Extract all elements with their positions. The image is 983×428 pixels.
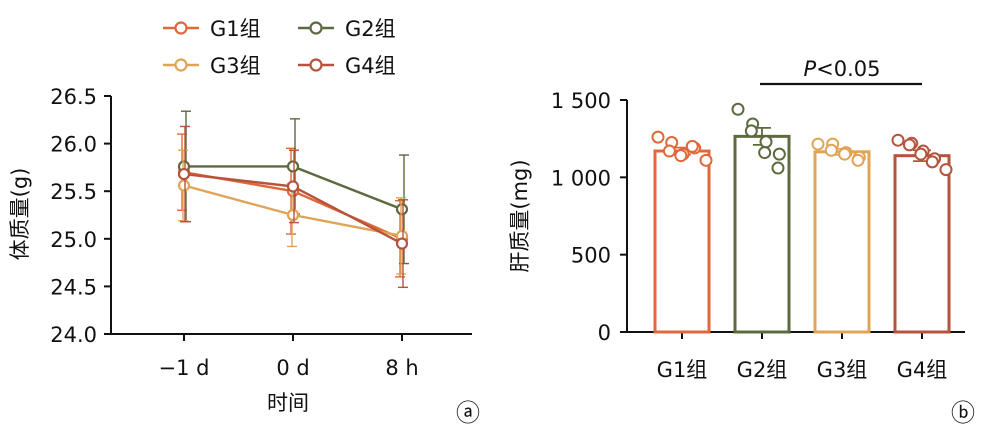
y-tick-label: 1 000: [551, 166, 611, 190]
data-point: [939, 163, 953, 177]
x-tick-label: −1 d: [159, 356, 210, 380]
x-tick-label: G3组: [817, 358, 868, 382]
y-tick-label: 1 500: [551, 89, 611, 113]
legend-swatch-marker: [174, 58, 188, 72]
data-point: [771, 161, 785, 175]
p-label: P: [803, 57, 816, 81]
x-axis-title: 时间: [267, 391, 309, 415]
bar-group-g2: [731, 102, 791, 334]
data-point: [925, 155, 939, 169]
significance-label: P<0.05: [803, 57, 880, 81]
y-tick-label: 25.5: [50, 180, 97, 204]
data-point: [685, 139, 699, 153]
data-point: [914, 147, 928, 161]
x-tick-label: G1组: [657, 358, 708, 382]
data-point: [824, 143, 838, 157]
body-weight-line-chart: G1组 G2组 G3组 G4组 24.0 24.5 25.0 25.5 26.0 26.5…: [8, 17, 480, 427]
data-point: [177, 179, 191, 192]
data-point: [651, 130, 665, 144]
legend-swatch-marker: [174, 21, 188, 35]
y-axis-ticks: 24.0 24.5 25.0 25.5 26.0 26.5: [50, 85, 111, 347]
panel-label-b: ⓑ: [951, 399, 975, 427]
x-tick-label: 0 d: [276, 356, 309, 380]
significance-annotation: P<0.05: [760, 57, 922, 86]
liver-weight-bar-chart: 0 500 1 000 1 500 G1组 G2组 G3组 G4组 P<0.05 肝质量(m…: [508, 57, 975, 427]
x-tick-label: 8 h: [385, 356, 418, 380]
legend: G1组 G2组 G3组 G4组: [163, 17, 396, 78]
legend-label-g1: G1组: [210, 17, 261, 41]
y-tick-label: 24.5: [50, 275, 97, 299]
y-tick-label: 26.5: [50, 85, 97, 109]
series-layer: [177, 110, 409, 289]
bar-group-g4: [891, 133, 953, 334]
data-point: [772, 147, 786, 161]
x-tick-label: G4组: [897, 358, 948, 382]
legend-label-g3: G3组: [210, 54, 261, 78]
data-point: [902, 138, 916, 152]
data-point: [731, 102, 745, 116]
data-point: [891, 133, 905, 147]
x-axis-ticks: −1 d 0 d 8 h: [159, 334, 419, 380]
data-point: [851, 153, 865, 167]
data-point: [395, 203, 409, 216]
bar: [813, 150, 871, 334]
legend-swatch-marker: [309, 58, 323, 72]
bar: [653, 149, 711, 334]
y-axis-title: 体质量(g): [8, 168, 32, 261]
legend-item-g3: G3组: [163, 54, 261, 78]
data-point: [286, 180, 300, 193]
bar-group-g3: [811, 137, 871, 334]
x-tick-label: G2组: [737, 358, 788, 382]
data-point: [286, 208, 300, 222]
y-tick-label: 500: [571, 244, 611, 268]
data-point: [395, 237, 409, 250]
legend-item-g4: G4组: [298, 54, 396, 78]
y-axis-title: 肝质量(mg): [508, 159, 532, 272]
legend-item-g1: G1组: [163, 17, 261, 41]
y-axis-ticks: 0 500 1 000 1 500: [551, 89, 627, 345]
y-tick-label: 24.0: [50, 323, 97, 347]
legend-item-g2: G2组: [298, 17, 396, 41]
data-point: [811, 137, 825, 151]
x-axis-ticks: G1组 G2组 G3组 G4组: [657, 332, 948, 382]
data-point: [286, 160, 300, 173]
legend-label-g4: G4组: [345, 54, 396, 78]
data-point: [759, 135, 773, 149]
bar: [893, 154, 951, 334]
p-threshold: <0.05: [816, 57, 880, 81]
series-g4: [177, 125, 409, 289]
data-point: [699, 153, 713, 167]
y-tick-label: 26.0: [50, 133, 97, 157]
panel-label-a: ⓐ: [456, 399, 480, 427]
data-point: [177, 167, 191, 181]
data-point: [674, 149, 688, 163]
data-point: [744, 124, 758, 138]
data-point: [758, 146, 772, 160]
data-point: [838, 147, 852, 161]
legend-label-g2: G2组: [345, 17, 396, 41]
data-point: [662, 144, 676, 158]
y-tick-label: 0: [598, 321, 611, 345]
bar-group-g1: [651, 130, 713, 334]
legend-swatch-marker: [309, 21, 323, 35]
y-tick-label: 25.0: [50, 228, 97, 252]
bar-layer: [651, 102, 953, 334]
